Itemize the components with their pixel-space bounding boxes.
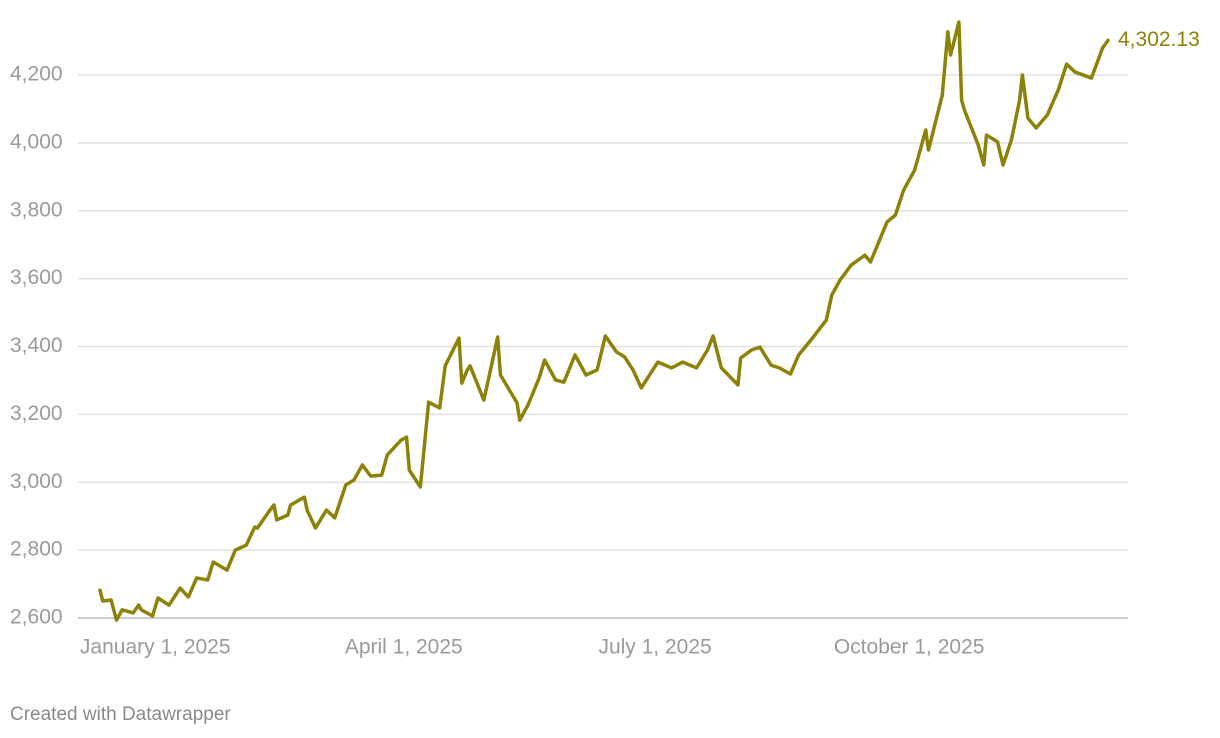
y-tick-label: 4,200 [10, 63, 63, 86]
y-tick-label: 4,000 [10, 130, 63, 153]
x-tick-label: January 1, 2025 [80, 636, 231, 659]
x-tick-label: October 1, 2025 [834, 636, 985, 659]
y-tick-label: 2,600 [10, 606, 63, 629]
y-tick-label: 3,800 [10, 198, 63, 221]
footer: Created with Datawrapper [10, 704, 231, 725]
y-tick-label: 3,200 [10, 402, 63, 425]
x-tick-label: April 1, 2025 [345, 636, 463, 659]
y-tick-label: 3,600 [10, 266, 63, 289]
x-tick-label: July 1, 2025 [598, 636, 711, 659]
y-tick-label: 3,000 [10, 470, 63, 493]
line [98, 20, 1110, 622]
end-label: 4,302.13 [1118, 28, 1200, 51]
y-tick-label: 3,400 [10, 334, 63, 357]
y-tick-label: 2,800 [10, 538, 63, 561]
